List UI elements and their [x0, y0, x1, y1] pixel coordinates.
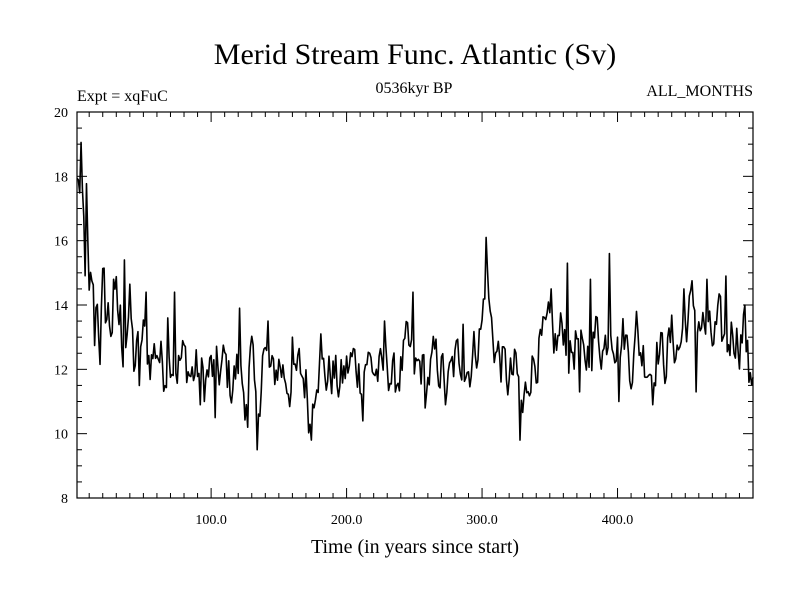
y-tick-label: 14	[54, 299, 68, 314]
series-line	[76, 141, 754, 451]
x-tick-label: 100.0	[195, 513, 227, 528]
y-tick-label: 20	[54, 106, 68, 121]
x-tick-label: 400.0	[602, 513, 634, 528]
y-tick-label: 10	[54, 428, 68, 443]
x-tick-label: 200.0	[331, 513, 363, 528]
period-label: 0536kyr BP	[376, 80, 453, 97]
x-axis-label: Time (in years since start)	[311, 536, 519, 558]
y-tick-label: 12	[54, 363, 68, 378]
x-tick-label: 300.0	[466, 513, 498, 528]
y-tick-label: 8	[61, 492, 68, 507]
chart-title: Merid Stream Func. Atlantic (Sv)	[214, 38, 616, 71]
experiment-label: Expt = xqFuC	[77, 88, 168, 105]
plot-area: 100.0 200.0 300.0 400.0 8 10 12 14 16 18 20	[54, 106, 754, 528]
y-tick-label: 16	[54, 235, 68, 250]
months-label: ALL_MONTHS	[646, 83, 753, 100]
plot-frame	[76, 111, 754, 499]
y-tick-label: 18	[54, 170, 68, 185]
